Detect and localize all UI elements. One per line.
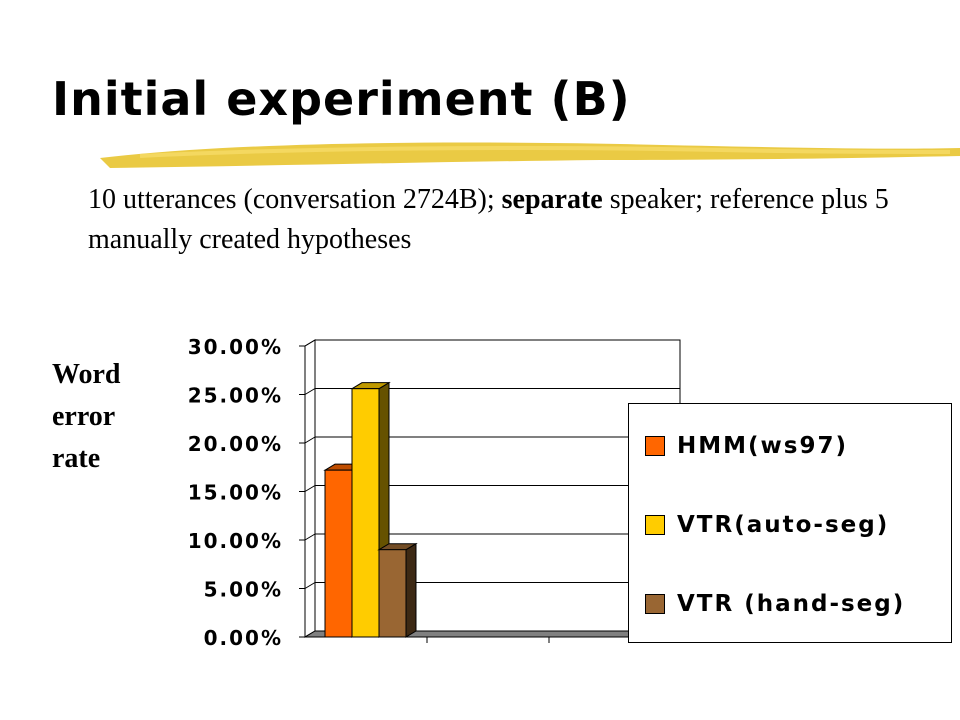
subtitle-emphasis: separate — [501, 184, 603, 215]
subtitle-text-start: 10 utterances (conversation 2724B); — [88, 184, 502, 215]
legend-item-hmm: HMM(ws97) — [645, 428, 848, 464]
gridline-side — [304, 339, 316, 347]
y-tick-label: 10.00% — [188, 529, 283, 553]
legend-swatch-vtr-hand — [645, 594, 665, 614]
legend-label-vtr-auto: VTR(auto-seg) — [677, 512, 890, 538]
bar — [351, 388, 380, 638]
bar-side — [405, 542, 417, 638]
gridline-side — [304, 436, 316, 444]
legend-label-hmm: HMM(ws97) — [677, 433, 848, 459]
bar — [378, 549, 407, 638]
y-tick-label: 5.00% — [204, 578, 283, 602]
gridline-side — [304, 582, 316, 589]
legend-label-vtr-hand: VTR (hand-seg) — [677, 591, 906, 617]
title-underline-decoration — [100, 142, 960, 168]
legend-item-vtr-hand: VTR (hand-seg) — [645, 586, 905, 622]
chart-legend: HMM(ws97) VTR(auto-seg) VTR (hand-seg) — [628, 403, 952, 643]
y-tick-label: 25.00% — [188, 384, 283, 408]
gridline-side — [304, 388, 316, 395]
slide-title: Initial experiment (B) — [52, 72, 631, 126]
y-tick-label: 0.00% — [204, 626, 283, 650]
y-tick-label: 15.00% — [188, 481, 283, 505]
legend-swatch-hmm — [645, 436, 665, 456]
subtitle-text-end: speaker; reference plus 5 manually creat… — [88, 184, 889, 255]
y-tick-label: 30.00% — [188, 335, 283, 359]
bar — [324, 469, 353, 638]
y-axis-label: Word error rate — [52, 359, 121, 474]
y-tick-label: 20.00% — [188, 432, 283, 456]
legend-item-vtr-auto: VTR(auto-seg) — [645, 507, 889, 543]
legend-swatch-vtr-auto — [645, 515, 665, 535]
slide-subtitle: 10 utterances (conversation 2724B); sepa… — [88, 180, 928, 260]
gridline-side — [304, 533, 316, 541]
gridline-side — [304, 485, 316, 492]
